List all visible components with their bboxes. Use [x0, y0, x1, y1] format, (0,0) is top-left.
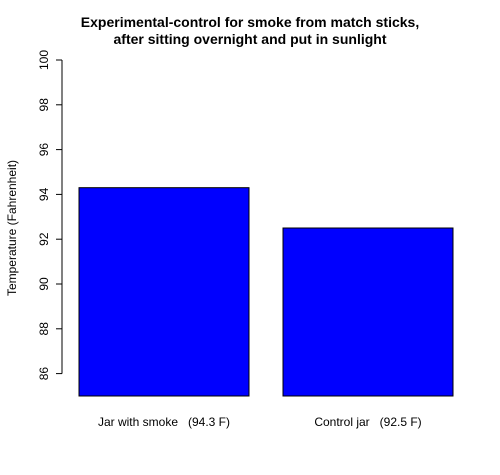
bar — [78, 187, 250, 397]
y-tick-label: 96 — [37, 143, 51, 157]
chart-title-line-2: after sitting overnight and put in sunli… — [113, 31, 387, 47]
y-tick-label: 86 — [37, 367, 51, 381]
y-axis: 86 88 90 92 94 96 98 100 — [37, 50, 63, 381]
y-tick-label: 92 — [37, 232, 51, 246]
x-axis-labels: Jar with smoke (94.3 F) Control jar (92.5… — [98, 415, 422, 429]
y-tick-label: 90 — [37, 277, 51, 291]
bar — [282, 227, 454, 397]
chart-title-line-1: Experimental-control for smoke from matc… — [80, 14, 420, 30]
y-tick-label: 94 — [37, 187, 51, 201]
y-tick-label: 88 — [37, 322, 51, 336]
bars — [78, 187, 454, 397]
y-tick-label: 100 — [37, 50, 51, 70]
x-category-label: Jar with smoke (94.3 F) — [98, 415, 230, 429]
y-tick-label: 98 — [37, 98, 51, 112]
x-category-label: Control jar (92.5 F) — [314, 415, 421, 429]
y-axis-label: Temperature (Fahrenheit) — [5, 160, 19, 296]
